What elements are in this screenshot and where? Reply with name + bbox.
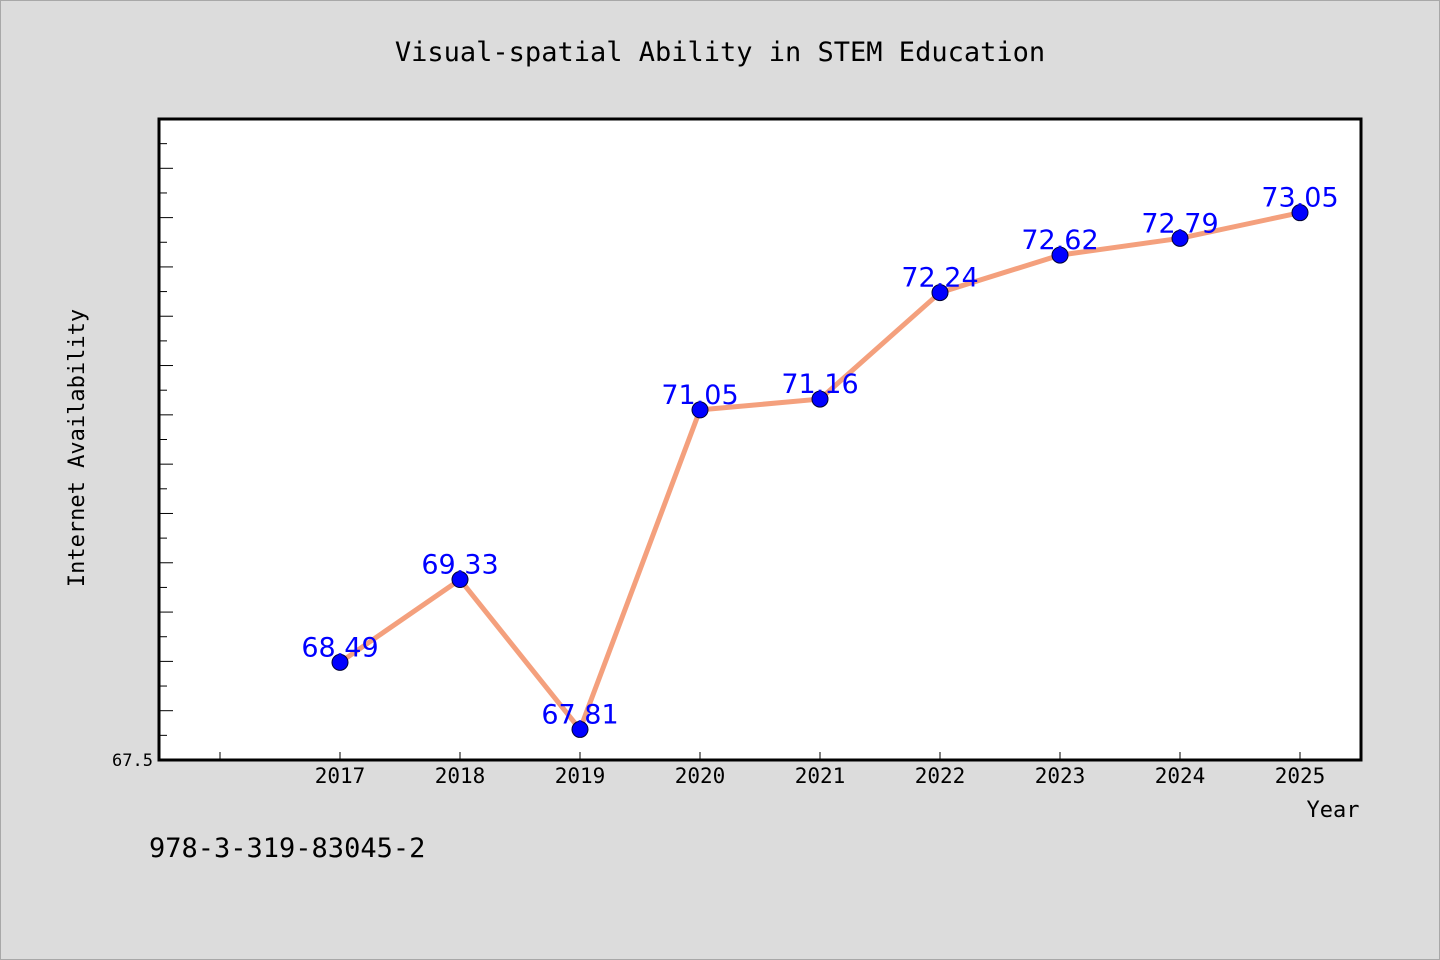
- data-point: [571, 720, 589, 738]
- data-label: 72.62: [1021, 225, 1098, 256]
- y-tick-label: 67.5: [112, 751, 153, 771]
- data-label: 69.33: [421, 550, 498, 581]
- data-point: [1171, 229, 1189, 247]
- y-axis-label: Internet Availability: [65, 309, 90, 587]
- data-label: 71.05: [661, 380, 738, 411]
- x-tick-label: 2018: [435, 764, 486, 788]
- isbn-footnote: 978-3-319-83045-2: [149, 833, 426, 864]
- data-point: [331, 653, 349, 671]
- data-point: [1051, 246, 1069, 264]
- x-tick-label: 2025: [1275, 764, 1326, 788]
- x-tick-label: 2019: [555, 764, 606, 788]
- data-point: [811, 390, 829, 408]
- data-point: [451, 571, 469, 589]
- x-tick-label: 2023: [1035, 764, 1086, 788]
- x-tick-label: 2021: [795, 764, 846, 788]
- x-tick-label: 2020: [675, 764, 726, 788]
- plot-area: [157, 117, 1363, 762]
- data-label: 67.81: [541, 699, 618, 730]
- data-point: [691, 401, 709, 419]
- x-tick-label: 2024: [1155, 764, 1206, 788]
- data-label: 73.05: [1261, 183, 1338, 214]
- chart-title: Visual-spatial Ability in STEM Education: [395, 37, 1045, 68]
- x-tick-label: 2022: [915, 764, 966, 788]
- y-axis-ticks: 67.5: [112, 118, 173, 771]
- x-tick-label: 2017: [315, 764, 366, 788]
- data-label: 72.79: [1141, 208, 1218, 239]
- x-axis-ticks: 2017 2018 2019 2020 2021 2022 2023 2024 2025: [219, 752, 1326, 788]
- data-point: [931, 284, 949, 302]
- data-point: [1291, 204, 1309, 222]
- data-label: 71.16: [781, 369, 858, 400]
- data-label: 68.49: [301, 632, 378, 663]
- data-label: 72.24: [901, 263, 978, 294]
- x-axis-label: Year: [1307, 798, 1360, 823]
- series-layer: 68.49 69.33 67.81 71.05 71.16 72.24 72.62 72.79…: [301, 183, 1339, 738]
